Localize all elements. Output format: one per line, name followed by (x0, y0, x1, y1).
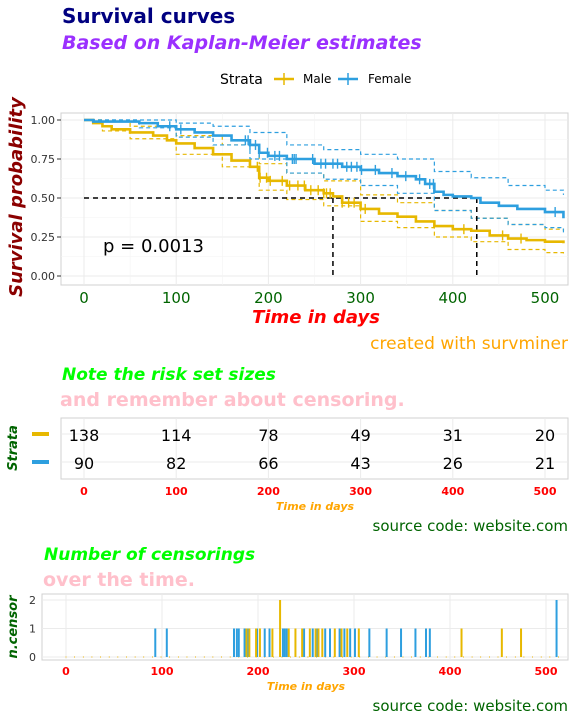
ncensor-subtitle: over the time. (43, 569, 195, 591)
risk-cell-male: 78 (258, 426, 278, 445)
risk-x-tick-label: 100 (165, 485, 188, 498)
km-x-axis-label: Time in days (252, 307, 380, 328)
km-x-tick-label: 400 (438, 289, 467, 307)
ncensor-x-tick-label: 300 (343, 665, 366, 678)
ncensor-plot-panel: 0 1 2 0 100 200 300 400 500 (29, 593, 569, 678)
ncensor-y-tick-label: 2 (29, 594, 36, 607)
ncensor-bars (154, 600, 558, 657)
km-curve-female (84, 118, 565, 219)
ncensor-x-label: Time in days (267, 680, 346, 693)
risk-table-border (60, 417, 569, 480)
risk-table-y-label: Strata (6, 425, 21, 471)
legend: Strata Male Female (220, 72, 411, 88)
risk-x-tick-label: 400 (441, 485, 464, 498)
caption: created with survminer (370, 334, 568, 354)
km-x-tick-label: 200 (254, 289, 283, 307)
risk-cell-male: 114 (161, 426, 192, 445)
ncensor-x-tick-label: 500 (535, 665, 558, 678)
risk-cell-female: 26 (443, 454, 463, 473)
risk-cell-male: 20 (535, 426, 555, 445)
km-y-tick-label: 0.25 (31, 231, 56, 244)
risk-x-tick-label: 500 (534, 485, 557, 498)
ncensor-title: Number of censorings (44, 545, 255, 565)
km-y-tick-label: 0.50 (31, 192, 56, 205)
risk-x-tick-label: 300 (349, 485, 372, 498)
km-confidence-bands (84, 119, 565, 255)
ncensor-y-label: n.censor (6, 594, 21, 659)
km-median-lines (84, 197, 478, 276)
ci-lower-female (84, 119, 565, 233)
ncensor-x-tick-label: 400 (439, 665, 462, 678)
risk-cell-female: 21 (535, 454, 555, 473)
km-y-axis-label: Survival probability (6, 96, 27, 297)
ncensor-x-tick-label: 0 (62, 665, 70, 678)
ncensor-x-tick-label: 200 (247, 665, 270, 678)
legend-label-male: Male (303, 72, 331, 86)
legend-label-female: Female (368, 72, 411, 86)
ci-lower-male (84, 119, 565, 255)
risk-cell-female: 66 (258, 454, 278, 473)
legend-title: Strata (220, 72, 263, 88)
chart-subtitle: Based on Kaplan-Meier estimates (62, 32, 422, 54)
risk-table-x-label: Time in days (276, 500, 355, 513)
risk-table-cells: 138 114 78 49 31 20 90 82 66 43 26 21 (69, 426, 555, 473)
risk-table-panel: 138 114 78 49 31 20 90 82 66 43 26 21 0 100 200 300 400… (60, 417, 569, 498)
km-plot-panel: 0.00 0.25 0.50 0.75 1.00 0 100 200 300 400 500 (31, 112, 569, 307)
ci-upper-female (84, 119, 565, 195)
risk-cell-female: 82 (166, 454, 186, 473)
risk-x-tick-label: 200 (257, 485, 280, 498)
risk-table-subtitle: and remember about censoring. (60, 389, 405, 411)
km-x-tick-label: 0 (79, 289, 89, 307)
ncensor-y-tick-label: 0 (29, 651, 36, 664)
risk-table-title: Note the risk set sizes (62, 365, 276, 385)
risk-cell-male: 49 (350, 426, 370, 445)
km-gridlines (61, 113, 568, 285)
risk-cell-female: 43 (350, 454, 370, 473)
km-censor-marks (169, 121, 556, 244)
km-curves (84, 118, 565, 244)
km-x-tick-label: 300 (346, 289, 375, 307)
risk-table-gridlines (61, 418, 568, 479)
ncensor-y-tick-labels: 0 1 2 (29, 594, 36, 664)
km-curve-male (84, 118, 565, 244)
risk-cell-male: 138 (69, 426, 100, 445)
ncensor-x-tick-labels: 0 100 200 300 400 500 (62, 665, 558, 678)
km-y-tick-label: 0.00 (31, 270, 56, 283)
risk-table-source: source code: website.com (373, 517, 569, 535)
risk-table-x-tick-labels: 0 100 200 300 400 500 (80, 485, 557, 498)
ncensor-x-tick-label: 100 (151, 665, 174, 678)
km-x-tick-labels: 0 100 200 300 400 500 (79, 289, 559, 307)
km-y-tick-label: 1.00 (31, 114, 56, 127)
pvalue-label: p = 0.0013 (103, 236, 204, 257)
km-x-tick-label: 500 (531, 289, 560, 307)
risk-cell-female: 90 (74, 454, 94, 473)
risk-cell-male: 31 (443, 426, 463, 445)
ncensor-y-tick-label: 1 (29, 623, 36, 636)
km-y-tick-label: 0.75 (31, 153, 56, 166)
km-x-tick-label: 100 (162, 289, 191, 307)
risk-x-tick-label: 0 (80, 485, 88, 498)
ncensor-source: source code: website.com (373, 697, 569, 715)
km-y-tick-labels: 0.00 0.25 0.50 0.75 1.00 (31, 114, 61, 283)
chart-title: Survival curves (62, 4, 235, 28)
